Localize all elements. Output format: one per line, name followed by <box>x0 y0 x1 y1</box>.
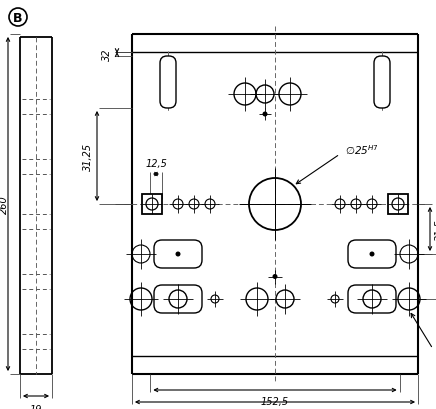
FancyBboxPatch shape <box>160 57 176 109</box>
FancyBboxPatch shape <box>154 240 202 268</box>
FancyBboxPatch shape <box>374 57 390 109</box>
Text: 31,25: 31,25 <box>83 143 93 171</box>
Bar <box>142 195 162 214</box>
Circle shape <box>272 274 277 279</box>
Text: $\varnothing$12,5
(4x): $\varnothing$12,5 (4x) <box>435 357 436 382</box>
Text: 32: 32 <box>102 49 112 61</box>
Text: 260: 260 <box>0 195 9 214</box>
Circle shape <box>262 112 268 117</box>
FancyBboxPatch shape <box>348 285 396 313</box>
Text: B: B <box>13 11 23 25</box>
FancyBboxPatch shape <box>154 285 202 313</box>
Text: 31,5: 31,5 <box>435 218 436 240</box>
Text: 152,5: 152,5 <box>261 396 289 406</box>
Circle shape <box>176 252 181 257</box>
Text: 175: 175 <box>266 408 284 409</box>
Bar <box>388 195 408 214</box>
Circle shape <box>369 252 375 257</box>
Text: 12,5: 12,5 <box>145 159 167 169</box>
Text: $\varnothing$25$^{H7}$: $\varnothing$25$^{H7}$ <box>345 143 379 157</box>
Text: 19: 19 <box>30 404 42 409</box>
FancyBboxPatch shape <box>348 240 396 268</box>
